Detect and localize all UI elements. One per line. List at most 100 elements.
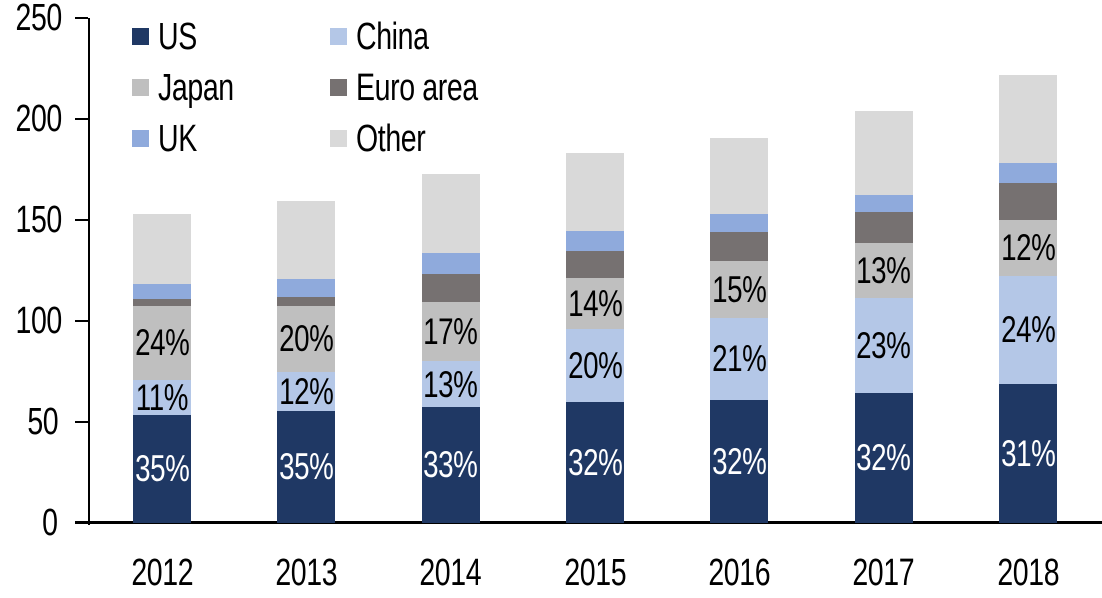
data-label-china-2014: 13% (423, 363, 478, 405)
segment-euro-area-2013 (277, 296, 336, 306)
segment-uk-2013 (277, 278, 336, 297)
data-label-china-2017: 23% (856, 324, 911, 366)
data-label-us-2017: 32% (856, 437, 911, 479)
segment-euro-area-2018 (999, 182, 1057, 220)
legend-label-euro-area: Euro area (356, 67, 478, 109)
legend-swatch-china-icon (330, 28, 347, 45)
segment-japan-2013: 20% (277, 305, 336, 372)
segment-japan-2015: 14% (566, 277, 624, 330)
segment-japan-2018: 12% (999, 220, 1057, 276)
legend-label-other: Other (356, 118, 426, 160)
segment-uk-2012 (133, 283, 191, 299)
data-label-japan-2014: 17% (423, 311, 478, 353)
y-tick-label-50: 50 (27, 401, 58, 443)
legend-item-china: China (330, 18, 560, 56)
bar-2018: 31% 24% 12% (999, 74, 1057, 523)
segment-uk-2015 (566, 231, 624, 252)
bar-2017: 32% 23% 13% (854, 110, 913, 523)
segment-japan-2012: 24% (133, 305, 191, 380)
y-tick-150 (75, 219, 88, 221)
bar-2013: 35% 12% 20% (277, 200, 336, 523)
data-label-us-2018: 31% (1000, 432, 1056, 474)
data-label-china-2015: 20% (567, 344, 623, 386)
data-label-china-2016: 21% (712, 338, 767, 380)
segment-euro-area-2014 (421, 273, 480, 302)
y-axis-line (88, 18, 90, 525)
legend-label-us: US (158, 16, 197, 58)
legend-item-uk: UK (132, 120, 362, 158)
segment-euro-area-2017 (854, 211, 913, 244)
segment-euro-area-2016 (710, 232, 769, 262)
segment-japan-2016: 15% (710, 261, 769, 318)
x-tick-label-2018: 2018 (997, 552, 1059, 594)
segment-china-2016: 21% (710, 317, 769, 400)
segment-other-2012 (133, 213, 191, 284)
legend-swatch-euro-area-icon (330, 79, 347, 96)
segment-other-2016 (710, 138, 769, 214)
legend-item-japan: Japan (132, 69, 362, 107)
data-label-china-2018: 24% (1000, 309, 1056, 351)
segment-euro-area-2012 (133, 298, 191, 306)
data-label-china-2012: 11% (135, 376, 189, 418)
segment-other-2014 (421, 173, 480, 254)
legend-swatch-other-icon (330, 130, 347, 147)
x-tick-label-2017: 2017 (852, 552, 915, 594)
bar-2015: 32% 20% 14% (566, 153, 624, 523)
segment-china-2012: 11% (133, 376, 191, 418)
y-tick-label-250: 250 (15, 0, 62, 39)
x-tick-label-2013: 2013 (275, 552, 338, 594)
segment-us-2017: 32% (854, 392, 913, 523)
bar-2014: 33% 13% 17% (421, 173, 480, 523)
y-tick-0 (75, 522, 88, 524)
segment-us-2013: 35% (277, 410, 336, 523)
legend-item-other: Other (330, 120, 560, 158)
data-label-japan-2013: 20% (279, 318, 334, 360)
segment-us-2016: 32% (710, 399, 769, 523)
segment-japan-2017: 13% (854, 243, 913, 298)
data-label-us-2015: 32% (567, 441, 623, 483)
data-label-us-2013: 35% (279, 446, 334, 488)
segment-china-2018: 24% (999, 275, 1057, 384)
data-label-china-2013: 12% (279, 370, 334, 412)
segment-uk-2018 (999, 163, 1057, 183)
segment-japan-2014: 17% (421, 301, 480, 362)
segment-uk-2014 (421, 253, 480, 274)
segment-us-2018: 31% (999, 383, 1057, 523)
segment-euro-area-2015 (566, 251, 624, 278)
segment-other-2017 (854, 110, 913, 195)
bar-2016: 32% 21% 15% (710, 138, 769, 523)
data-label-japan-2015: 14% (567, 282, 623, 324)
data-label-us-2012: 35% (134, 448, 190, 490)
y-tick-label-100: 100 (15, 300, 62, 342)
y-tick-label-200: 200 (15, 98, 62, 140)
y-tick-label-0: 0 (42, 502, 59, 544)
segment-china-2013: 12% (277, 370, 336, 412)
segment-uk-2016 (710, 213, 769, 233)
legend-item-us: US (132, 18, 362, 56)
y-tick-250 (75, 17, 88, 19)
legend-item-euro-area: Euro area (330, 69, 560, 107)
legend-label-uk: UK (158, 118, 197, 160)
y-tick-label-150: 150 (15, 199, 62, 241)
legend-swatch-japan-icon (132, 79, 149, 96)
segment-china-2014: 13% (421, 361, 480, 407)
bar-2012: 35% 11% 24% (133, 213, 191, 523)
segment-us-2015: 32% (566, 401, 624, 523)
legend-swatch-uk-icon (132, 130, 149, 147)
segment-china-2017: 23% (854, 297, 913, 393)
legend-swatch-us-icon (132, 28, 149, 45)
x-tick-label-2014: 2014 (419, 552, 482, 594)
y-tick-100 (75, 320, 88, 322)
data-label-us-2016: 32% (712, 440, 767, 482)
legend-label-japan: Japan (158, 67, 234, 109)
x-tick-label-2015: 2015 (564, 552, 626, 594)
segment-us-2012: 35% (133, 414, 191, 523)
segment-china-2015: 20% (566, 329, 624, 402)
segment-us-2014: 33% (421, 406, 480, 523)
segment-other-2018 (999, 74, 1057, 164)
segment-other-2013 (277, 200, 336, 279)
y-tick-50 (75, 421, 88, 423)
x-tick-label-2016: 2016 (708, 552, 771, 594)
data-label-japan-2018: 12% (1000, 227, 1056, 269)
